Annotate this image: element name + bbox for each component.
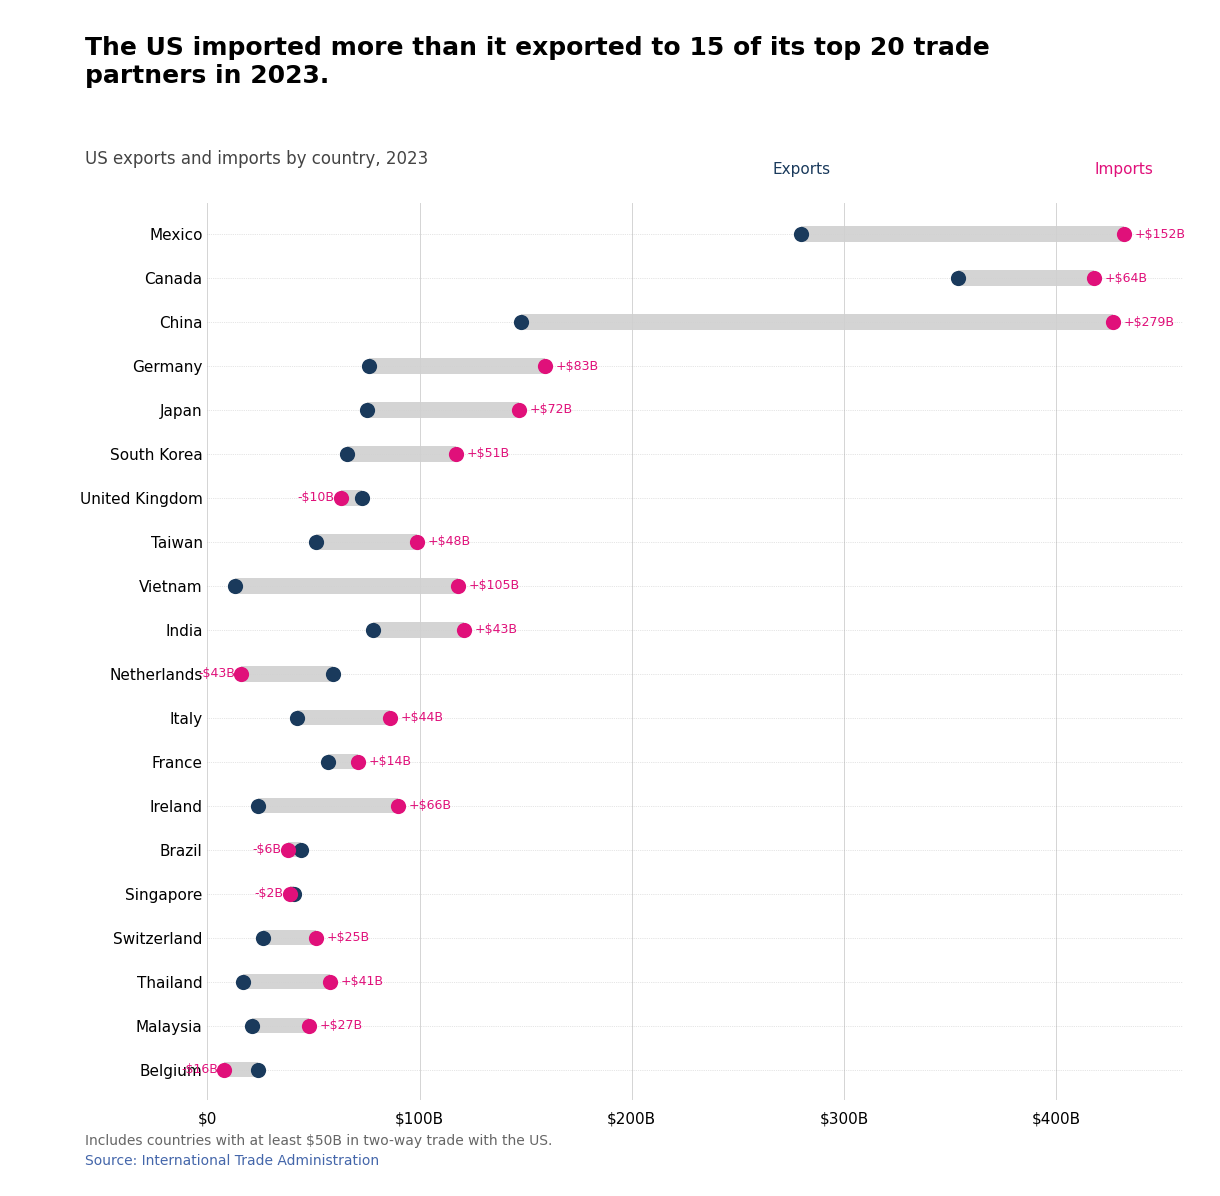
- Text: +$14B: +$14B: [368, 755, 411, 768]
- Text: Includes countries with at least $50B in two-way trade with the US.: Includes countries with at least $50B in…: [85, 1134, 553, 1148]
- Point: [353, 488, 372, 507]
- Point: [226, 576, 245, 596]
- Point: [792, 225, 811, 244]
- Point: [364, 621, 383, 640]
- Text: +$43B: +$43B: [475, 623, 517, 636]
- Text: Exports: Exports: [772, 161, 831, 177]
- Point: [949, 268, 969, 287]
- Bar: [259, 798, 399, 813]
- Bar: [328, 753, 357, 769]
- Text: +$83B: +$83B: [555, 360, 599, 372]
- Point: [318, 752, 338, 771]
- Bar: [316, 535, 417, 550]
- Text: +$152B: +$152B: [1135, 227, 1186, 240]
- Text: +$105B: +$105B: [468, 579, 520, 592]
- Text: The US imported more than it exported to 15 of its top 20 trade
partners in 2023: The US imported more than it exported to…: [85, 36, 991, 87]
- Text: +$66B: +$66B: [409, 799, 451, 812]
- Bar: [244, 974, 331, 989]
- Point: [281, 884, 300, 903]
- Text: -$43B: -$43B: [198, 667, 235, 681]
- Text: +$25B: +$25B: [326, 932, 370, 944]
- Point: [359, 356, 378, 376]
- Bar: [368, 359, 545, 373]
- Bar: [235, 578, 458, 593]
- Point: [321, 972, 340, 991]
- Point: [407, 532, 427, 551]
- Point: [511, 312, 531, 331]
- Bar: [342, 490, 362, 506]
- Point: [536, 356, 555, 376]
- Point: [356, 401, 376, 420]
- Point: [243, 1017, 262, 1036]
- Point: [389, 797, 409, 816]
- Bar: [366, 402, 520, 417]
- Text: +$279B: +$279B: [1124, 316, 1175, 329]
- Text: +$72B: +$72B: [529, 403, 573, 416]
- Point: [253, 928, 272, 947]
- Bar: [253, 1018, 309, 1033]
- Point: [278, 840, 298, 859]
- Text: Source: International Trade Administration: Source: International Trade Administrati…: [85, 1154, 379, 1168]
- Bar: [521, 315, 1114, 330]
- Point: [348, 752, 367, 771]
- Text: -$6B: -$6B: [253, 843, 282, 856]
- Point: [249, 1060, 268, 1079]
- Point: [1085, 268, 1104, 287]
- Point: [445, 445, 465, 464]
- Point: [510, 401, 529, 420]
- Point: [338, 445, 357, 464]
- Bar: [242, 666, 333, 682]
- Text: +$27B: +$27B: [320, 1019, 364, 1032]
- Point: [381, 708, 400, 727]
- Text: +$44B: +$44B: [400, 712, 444, 725]
- Point: [332, 488, 351, 507]
- Point: [1114, 225, 1133, 244]
- Text: US exports and imports by country, 2023: US exports and imports by country, 2023: [85, 150, 428, 167]
- Text: +$51B: +$51B: [466, 447, 510, 460]
- Text: +$64B: +$64B: [1105, 271, 1148, 285]
- Text: -$16B: -$16B: [181, 1063, 218, 1076]
- Point: [454, 621, 473, 640]
- Point: [306, 928, 326, 947]
- Point: [232, 664, 251, 683]
- Point: [448, 576, 467, 596]
- Point: [215, 1060, 234, 1079]
- Point: [234, 972, 254, 991]
- Text: +$41B: +$41B: [342, 975, 384, 988]
- Point: [292, 840, 311, 859]
- Text: +$48B: +$48B: [428, 536, 471, 549]
- Bar: [348, 446, 455, 462]
- Point: [306, 532, 326, 551]
- Bar: [262, 930, 316, 945]
- Text: -$10B: -$10B: [298, 492, 334, 505]
- Bar: [802, 226, 1124, 242]
- Bar: [296, 710, 390, 726]
- Point: [249, 797, 268, 816]
- Text: -$2B: -$2B: [255, 887, 284, 901]
- Point: [1104, 312, 1124, 331]
- Point: [287, 708, 306, 727]
- Bar: [373, 622, 464, 637]
- Point: [284, 884, 304, 903]
- Point: [299, 1017, 318, 1036]
- Bar: [288, 842, 301, 858]
- Bar: [959, 270, 1094, 286]
- Bar: [224, 1062, 259, 1078]
- Point: [323, 664, 343, 683]
- Text: Imports: Imports: [1094, 161, 1153, 177]
- Bar: [290, 886, 294, 902]
